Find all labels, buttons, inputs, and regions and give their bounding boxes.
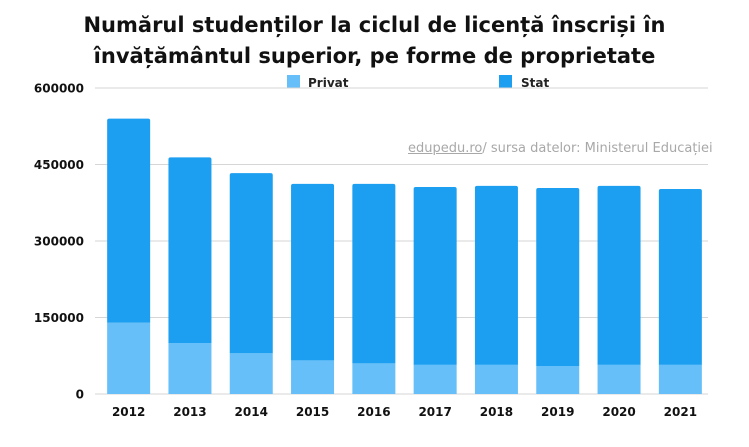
legend-label-privat: Privat: [308, 76, 349, 90]
x-tick-label-2021: 2021: [664, 405, 697, 419]
bar-stat-2021: [658, 188, 702, 365]
bar-privat-2020: [597, 364, 641, 394]
bar-privat-2017: [413, 364, 457, 394]
bar-privat-2018: [474, 364, 518, 394]
x-tick-label-2015: 2015: [296, 405, 329, 419]
chart-title-line-1: Numărul studenților la ciclul de licență…: [83, 13, 666, 37]
x-tick-label-2016: 2016: [357, 405, 390, 419]
legend-swatch-stat: [499, 75, 512, 88]
bar-stat-2016: [352, 183, 396, 364]
bar-stat-2019: [536, 187, 580, 366]
bar-stat-2013: [168, 157, 212, 343]
y-tick-label-600000: 600000: [34, 82, 84, 96]
chart-title: Numărul studenților la ciclul de licență…: [0, 10, 749, 72]
y-tick-label-150000: 150000: [34, 311, 84, 325]
x-tick-label-2012: 2012: [112, 405, 145, 419]
bar-stat-2014: [229, 173, 273, 354]
bar-stat-2018: [474, 185, 518, 365]
y-tick-label-0: 0: [76, 388, 84, 402]
bar-privat-2013: [168, 343, 212, 394]
x-tick-label-2020: 2020: [602, 405, 635, 419]
legend-label-stat: Stat: [521, 76, 550, 90]
y-tick-label-300000: 300000: [34, 235, 84, 249]
x-tick-label-2019: 2019: [541, 405, 574, 419]
source-text: / sursa datelor: Ministerul Educației: [482, 141, 713, 156]
source-link[interactable]: edupedu.ro: [408, 141, 483, 156]
bar-stat-2015: [291, 183, 335, 361]
source-note: edupedu.ro/ sursa datelor: Ministerul Ed…: [408, 141, 713, 156]
bar-privat-2016: [352, 363, 396, 394]
bar-stat-2020: [597, 185, 641, 365]
bar-privat-2014: [229, 353, 273, 394]
bar-stat-2012: [107, 118, 151, 323]
bar-privat-2019: [536, 365, 580, 394]
x-tick-label-2013: 2013: [173, 405, 206, 419]
chart-title-line-2: învățământul superior, pe forme de propr…: [93, 44, 656, 68]
bar-privat-2015: [291, 360, 335, 394]
x-tick-label-2014: 2014: [235, 405, 268, 419]
y-tick-label-450000: 450000: [34, 158, 84, 172]
x-tick-label-2017: 2017: [418, 405, 451, 419]
bar-privat-2021: [658, 364, 702, 394]
legend-swatch-privat: [287, 75, 300, 88]
x-tick-label-2018: 2018: [480, 405, 513, 419]
bar-privat-2012: [107, 322, 151, 394]
bar-stat-2017: [413, 186, 457, 365]
